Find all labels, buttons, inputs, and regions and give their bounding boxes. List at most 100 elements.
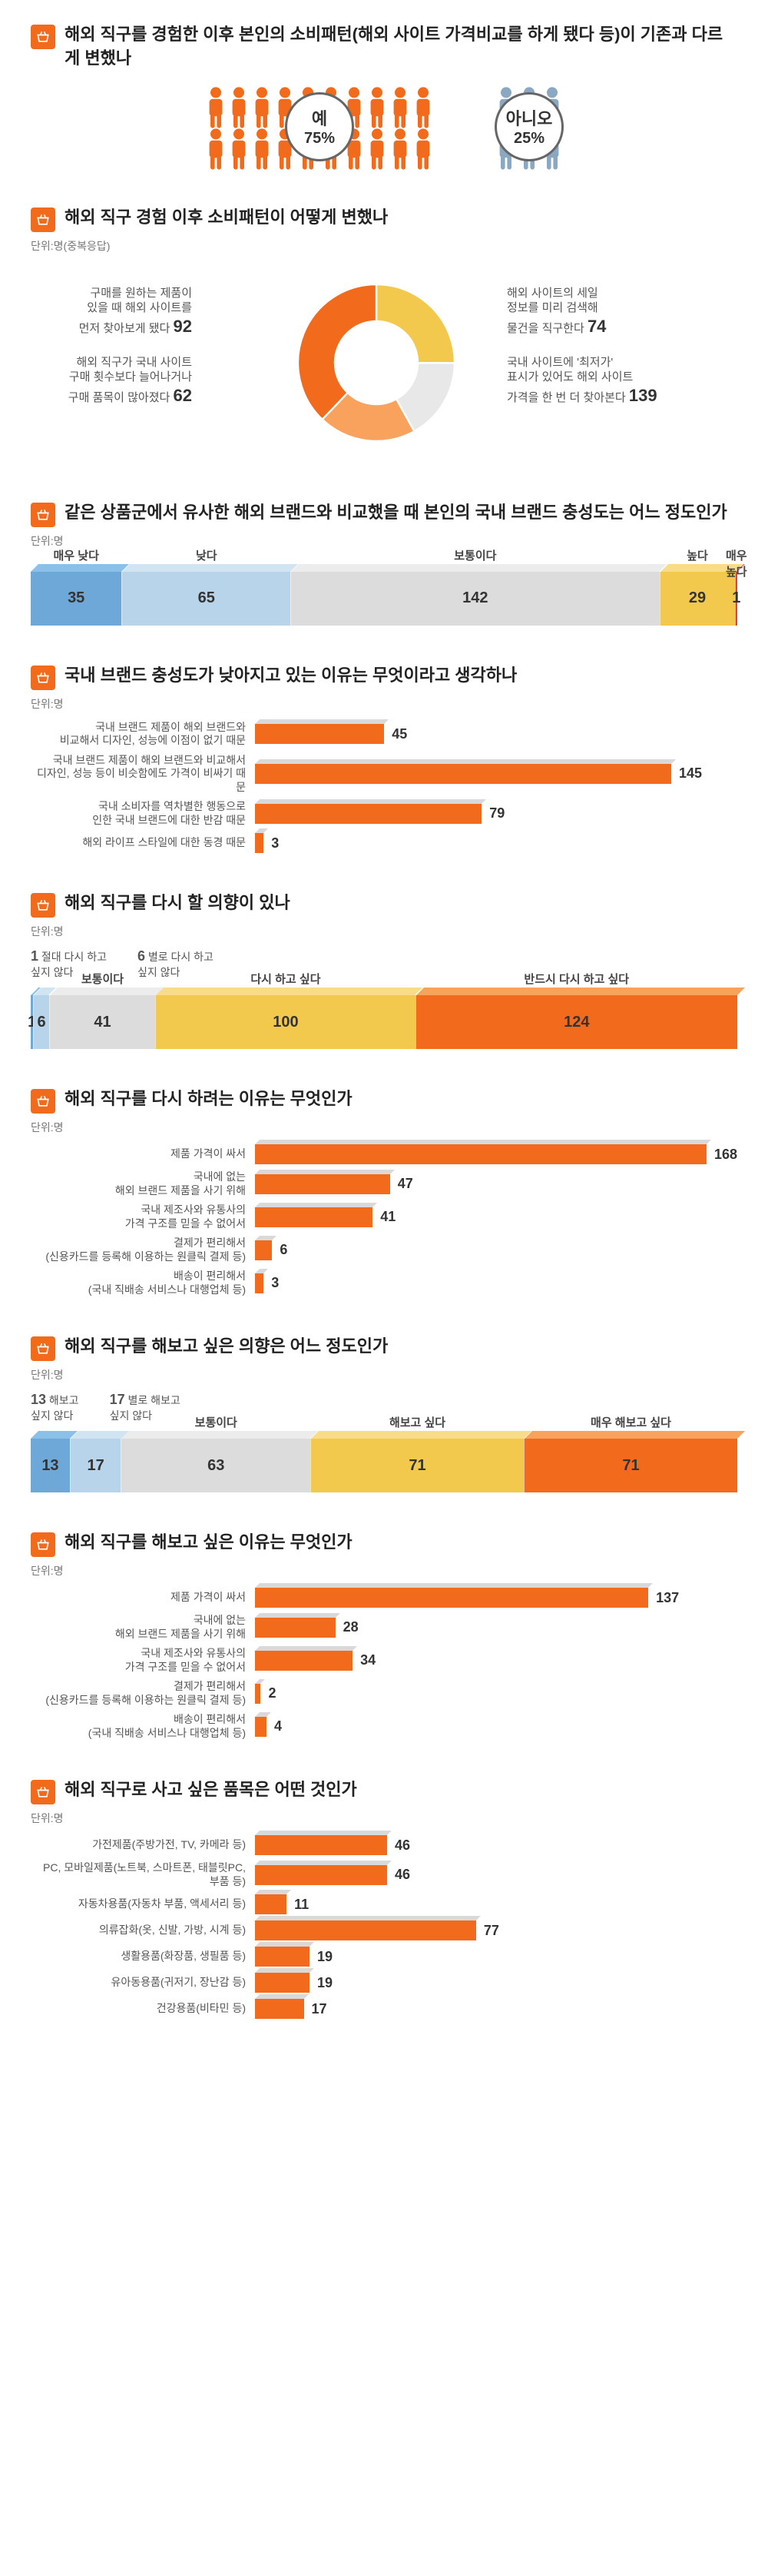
segment: 보통이다41 <box>49 995 156 1049</box>
hbar-label: 국내 브랜드 제품이 해외 브랜드와 비교해서디자인, 성능 등이 비슷함에도 … <box>31 754 246 795</box>
hbar-bar-wrap: 6 <box>255 1240 737 1260</box>
hbar-value: 19 <box>317 1975 333 1991</box>
section-title: 해외 직구를 해보고 싶은 의향은 어느 정도인가 <box>31 1335 737 1361</box>
unit: 단위:명 <box>31 696 737 712</box>
segment: 매우 해보고 싶다71 <box>524 1439 737 1492</box>
person-icon <box>251 86 273 126</box>
hbar-value: 28 <box>343 1619 359 1635</box>
basket-icon <box>31 1089 55 1114</box>
donut-chart: 구매를 원하는 제품이있을 때 해외 사이트를먼저 찾아보게 됐다 92해외 직… <box>31 263 737 463</box>
hbar-value: 41 <box>380 1209 396 1225</box>
hbar-value: 34 <box>360 1652 376 1668</box>
hbar-label: 제품 가격이 싸서 <box>31 1591 246 1605</box>
hbar-bar <box>255 1588 648 1608</box>
unit: 단위:명 <box>31 1563 737 1578</box>
hbar-label: 생활용품(화장품, 생필품 등) <box>31 1950 246 1964</box>
hbar-bar <box>255 833 263 853</box>
person-icon <box>251 128 273 168</box>
hbar-bar-wrap: 46 <box>255 1835 737 1855</box>
title-text: 해외 직구를 해보고 싶은 의향은 어느 정도인가 <box>65 1335 388 1359</box>
hbar-bar-wrap: 77 <box>255 1920 737 1940</box>
segment: 해보고 싶다71 <box>310 1439 524 1492</box>
hbar-bar <box>255 1174 390 1194</box>
hbar-bar-wrap: 47 <box>255 1174 737 1194</box>
segment: 17 <box>70 1439 121 1492</box>
person-icon <box>205 86 227 126</box>
hbar-row: 해외 라이프 스타일에 대한 동경 때문3 <box>31 833 737 853</box>
section-pattern-how: 해외 직구 경험 이후 소비패턴이 어떻게 변했나 단위:명(중복응답) 구매를… <box>31 206 737 463</box>
person-icon <box>228 128 250 168</box>
hbar-bar <box>255 1207 372 1227</box>
hbar-bar <box>255 1920 476 1940</box>
hbar-row: 국내 소비자를 역차별한 행동으로인한 국내 브랜드에 대한 반감 때문79 <box>31 800 737 827</box>
hbar-value: 2 <box>268 1685 276 1701</box>
hbar-bar <box>255 1717 266 1737</box>
hbar-value: 47 <box>398 1176 413 1192</box>
section-pattern-change: 해외 직구를 경험한 이후 본인의 소비패턴(해외 사이트 가격비교를 하게 됐… <box>31 23 737 168</box>
hbar-bar <box>255 1865 387 1885</box>
section-reorder: 해외 직구를 다시 할 의향이 있나 단위:명 1 절대 다시 하고싶지 않다6… <box>31 891 737 1049</box>
yes-circle: 예 75% <box>285 92 354 161</box>
title-text: 해외 직구를 경험한 이후 본인의 소비패턴(해외 사이트 가격비교를 하게 됐… <box>65 23 737 71</box>
segment: 6 <box>33 995 48 1049</box>
section-title: 해외 직구를 다시 할 의향이 있나 <box>31 891 737 918</box>
hbar-value: 19 <box>317 1949 333 1965</box>
section-title: 국내 브랜드 충성도가 낮아지고 있는 이유는 무엇이라고 생각하나 <box>31 664 737 690</box>
hbar-bar-wrap: 41 <box>255 1207 737 1227</box>
hbar-bar <box>255 1618 336 1638</box>
hbar-row: 결제가 편리해서(신용카드를 등록해 이용하는 원클릭 결제 등)2 <box>31 1680 737 1707</box>
hbar-bar-wrap: 28 <box>255 1618 737 1638</box>
hbar-row: 국내 브랜드 제품이 해외 브랜드와비교해서 디자인, 성능에 이점이 없기 때… <box>31 721 737 748</box>
section-loyalty: 같은 상품군에서 유사한 해외 브랜드와 비교했을 때 본인의 국내 브랜드 충… <box>31 501 737 626</box>
hbar-bar-wrap: 168 <box>255 1144 737 1164</box>
donut-slice-label: 구매를 원하는 제품이있을 때 해외 사이트를먼저 찾아보게 됐다 92 <box>23 286 192 338</box>
hbar-bar <box>255 1999 304 2019</box>
segmented-bar-loyalty: 매우 낮다35낮다65보통이다142높다29매우높다1 <box>31 572 737 626</box>
section-title: 해외 직구를 다시 하려는 이유는 무엇인가 <box>31 1087 737 1114</box>
hbar-row: 제품 가격이 싸서137 <box>31 1588 737 1608</box>
hbar-bar-wrap: 3 <box>255 833 737 853</box>
basket-icon <box>31 893 55 918</box>
hbar-row: 제품 가격이 싸서168 <box>31 1144 737 1164</box>
hbar-row: 건강용품(비타민 등)17 <box>31 1999 737 2019</box>
hbar-value: 3 <box>271 1275 279 1291</box>
hbar-bar <box>255 804 482 824</box>
person-icon <box>366 86 388 126</box>
hbar-row: 국내 제조사와 유통사의가격 구조를 믿을 수 없어서 41 <box>31 1203 737 1230</box>
unit: 단위:명 <box>31 1367 737 1383</box>
hbar-bar <box>255 1651 353 1671</box>
hbar-label: 결제가 편리해서(신용카드를 등록해 이용하는 원클릭 결제 등) <box>31 1237 246 1263</box>
hbar-loyalty-why: 국내 브랜드 제품이 해외 브랜드와비교해서 디자인, 성능에 이점이 없기 때… <box>31 721 737 854</box>
basket-icon <box>31 207 55 232</box>
hbar-reorder-why: 제품 가격이 싸서168 국내에 없는해외 브랜드 제품을 사기 위해47 국내 제… <box>31 1144 737 1296</box>
hbar-value: 4 <box>274 1718 282 1734</box>
hbar-row: 결제가 편리해서(신용카드를 등록해 이용하는 원클릭 결제 등) 6 <box>31 1237 737 1263</box>
pre-label: 13 해보고싶지 않다 <box>31 1392 79 1423</box>
pre-labels: 1 절대 다시 하고싶지 않다6 별로 다시 하고싶지 않다 <box>31 948 737 980</box>
hbar-label: 국내 제조사와 유통사의가격 구조를 믿을 수 없어서 <box>31 1203 246 1230</box>
hbar-bar-wrap: 2 <box>255 1684 737 1704</box>
donut-slice <box>376 284 455 363</box>
hbar-bar-wrap: 46 <box>255 1865 737 1885</box>
segment: 매우 낮다35 <box>31 572 121 626</box>
hbar-row: 국내에 없는해외 브랜드 제품을 사기 위해47 <box>31 1170 737 1197</box>
segmented-bar-reorder: 16보통이다41다시 하고 싶다100반드시 다시 하고 싶다124 <box>31 995 737 1049</box>
title-text: 해외 직구를 다시 하려는 이유는 무엇인가 <box>65 1087 353 1111</box>
basket-icon <box>31 25 55 49</box>
pre-label: 6 별로 다시 하고싶지 않다 <box>137 948 214 980</box>
pre-label: 17 별로 해보고싶지 않다 <box>110 1392 180 1423</box>
person-icon <box>389 128 411 168</box>
hbar-row: PC, 모바일제품(노트북, 스마트폰, 태블릿PC, 부품 등)46 <box>31 1861 737 1888</box>
hbar-row: 배송이 편리해서(국내 직배송 서비스나 대행업체 등)3 <box>31 1270 737 1296</box>
hbar-label: 국내 소비자를 역차별한 행동으로인한 국내 브랜드에 대한 반감 때문 <box>31 800 246 827</box>
person-icon <box>389 86 411 126</box>
no-circle: 아니오 25% <box>495 92 564 161</box>
segment: 매우높다1 <box>735 572 737 626</box>
hbar-row: 국내 브랜드 제품이 해외 브랜드와 비교해서디자인, 성능 등이 비슷함에도 … <box>31 754 737 795</box>
basket-icon <box>31 1336 55 1361</box>
hbar-label: 건강용품(비타민 등) <box>31 2002 246 2016</box>
hbar-items: 가전제품(주방가전, TV, 카메라 등)46PC, 모바일제품(노트북, 스마… <box>31 1835 737 2019</box>
yes-group: 예 75% <box>205 86 434 168</box>
hbar-bar-wrap: 11 <box>255 1894 737 1914</box>
unit: 단위:명 <box>31 924 737 939</box>
